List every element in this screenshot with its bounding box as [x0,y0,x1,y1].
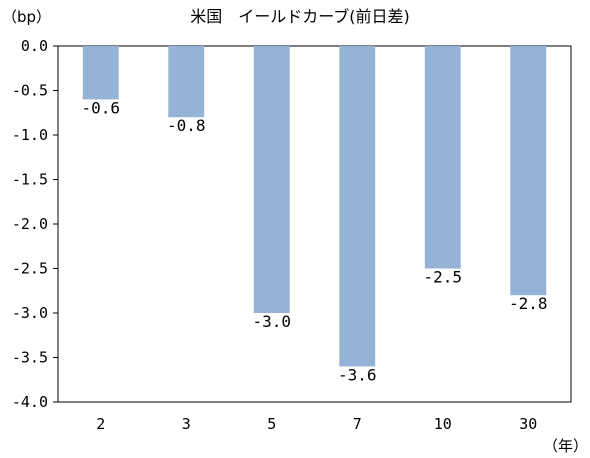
bar [253,46,290,313]
bar [424,46,461,269]
data-label: -3.0 [252,312,291,331]
data-label: -3.6 [338,365,377,384]
data-label: -0.8 [167,116,206,135]
x-tick-label: 10 [434,415,452,433]
y-tick-label: -2.5 [12,260,48,278]
x-tick-label: 2 [96,415,105,433]
x-tick-label: 30 [519,415,537,433]
bar [168,46,205,118]
bar [82,46,119,100]
data-label: -0.6 [81,98,120,117]
y-tick-label: -0.5 [12,82,48,100]
data-label: -2.8 [509,294,548,313]
x-tick-label: 7 [353,415,362,433]
x-tick-label: 5 [267,415,276,433]
y-tick-label: -1.5 [12,171,48,189]
y-tick-label: -3.0 [12,304,48,322]
plot-frame [57,45,572,403]
y-axis-unit-label: （bp） [2,8,51,26]
data-label: -2.5 [423,268,462,287]
y-tick-label: -3.5 [12,349,48,367]
plot-area: 0.0 -0.5 -1.0 -1.5 -2.0 -2.5 -3.0 -3.5 -4.0 2 -0.6… [12,37,572,433]
y-tick-label: 0.0 [21,37,48,55]
x-axis-unit-label: （年） [543,437,588,455]
bar [510,46,547,296]
y-tick-label: -1.0 [12,126,48,144]
y-tick-label: -4.0 [12,393,48,411]
chart-title: 米国 イールドカーブ(前日差) [190,7,410,26]
y-tick-label: -2.0 [12,215,48,233]
x-tick-label: 3 [182,415,191,433]
bar [339,46,376,367]
